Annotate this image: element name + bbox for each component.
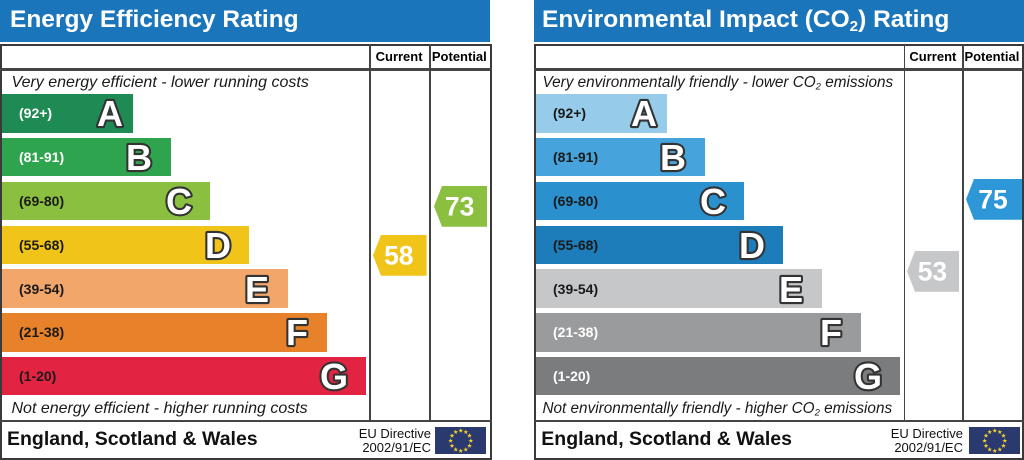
- svg-text:F: F: [820, 312, 842, 353]
- svg-text:A: A: [97, 93, 123, 134]
- svg-text:A: A: [631, 93, 657, 134]
- svg-text:B: B: [660, 137, 686, 178]
- svg-text:F: F: [286, 312, 308, 353]
- svg-text:73: 73: [445, 192, 474, 222]
- svg-text:53: 53: [917, 256, 946, 286]
- svg-text:58: 58: [384, 240, 413, 270]
- svg-text:C: C: [166, 181, 192, 222]
- svg-text:75: 75: [978, 184, 1007, 214]
- svg-text:G: G: [320, 356, 348, 397]
- svg-text:E: E: [778, 269, 802, 310]
- svg-text:D: D: [739, 225, 765, 266]
- svg-text:C: C: [700, 181, 726, 222]
- svg-text:E: E: [244, 269, 268, 310]
- svg-text:B: B: [126, 137, 152, 178]
- svg-text:D: D: [205, 225, 231, 266]
- svg-text:G: G: [854, 356, 882, 397]
